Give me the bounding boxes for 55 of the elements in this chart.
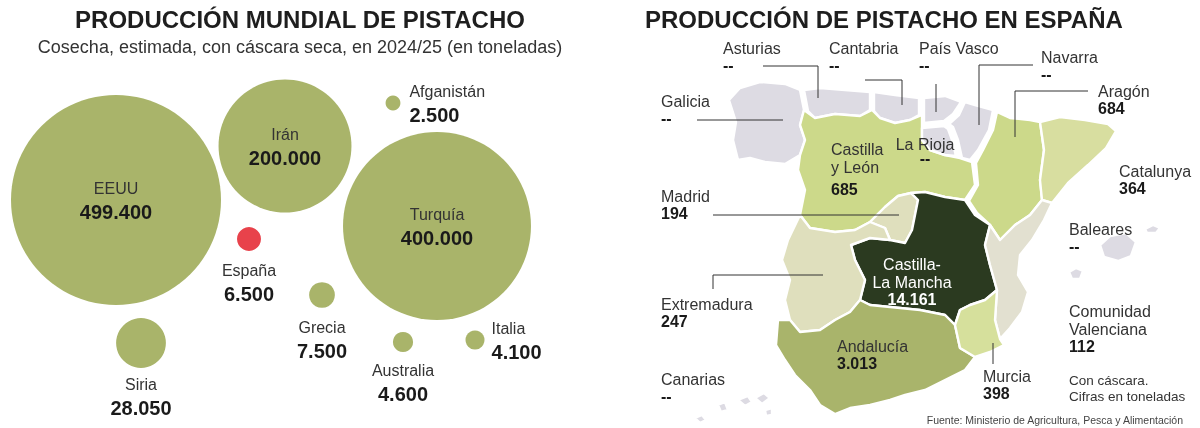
data-label: 398 — [983, 385, 1010, 402]
data-label: 7.500 — [296, 339, 348, 362]
category-label: EEUU — [93, 179, 139, 197]
category-label: Castilla y León — [831, 140, 884, 176]
data-label: 200.000 — [248, 146, 322, 169]
data-label: -- — [829, 57, 840, 74]
category-label: Catalunya — [1119, 162, 1192, 180]
data-label: 685 — [831, 181, 858, 198]
category-label: Extremadura — [661, 295, 753, 313]
data-label: 14.161 — [887, 290, 937, 308]
category-label: Navarra — [1041, 48, 1099, 66]
data-label: -- — [661, 388, 672, 405]
category-label: Castilla-La Mancha — [872, 255, 952, 291]
category-label: Canarias — [661, 370, 726, 388]
data-label: 684 — [1098, 100, 1125, 117]
category-label: Comunidad Valenciana — [1069, 302, 1151, 338]
category-label: Grecia — [298, 318, 346, 336]
data-label: -- — [661, 110, 672, 127]
category-label: Siria — [124, 375, 158, 393]
text: Cosecha, estimada, con cáscara seca, en 2024/25 (en toneladas) — [37, 37, 563, 57]
source-note: Fuente: Ministerio de Agricultura, Pesca y Alimentación — [926, 414, 1184, 427]
data-label: 3.013 — [837, 355, 878, 372]
data-label: 499.400 — [79, 200, 153, 223]
data-label: -- — [723, 57, 734, 74]
category-label: Irán — [271, 125, 299, 143]
category-label: Turquía — [409, 205, 465, 223]
text: Con cáscara. Cifras en toneladas — [1069, 373, 1186, 405]
category-label: Aragón — [1098, 82, 1150, 100]
category-label: País Vasco — [919, 39, 999, 57]
data-label: 4.600 — [377, 383, 429, 406]
data-label: 400.000 — [400, 226, 474, 249]
category-label: Asturias — [723, 39, 781, 57]
category-label: Andalucía — [837, 337, 909, 355]
data-label: 2.500 — [409, 103, 460, 126]
category-label: Italia — [491, 319, 526, 337]
data-label: 247 — [661, 313, 688, 330]
category-label: Galicia — [661, 92, 711, 110]
data-label: -- — [1069, 238, 1080, 255]
category-label: Cantabria — [829, 39, 899, 57]
data-label: -- — [919, 57, 930, 74]
data-label: 112 — [1069, 338, 1095, 355]
category-label: España — [221, 261, 277, 279]
data-label: 6.500 — [223, 282, 275, 305]
category-label: Australia — [371, 362, 435, 380]
data-label: 4.100 — [491, 340, 542, 363]
text: PRODUCCIÓN MUNDIAL DE PISTACHO — [75, 5, 525, 33]
data-label: 364 — [1119, 180, 1146, 197]
category-label: Afganistán — [409, 82, 486, 100]
data-label: -- — [1041, 66, 1052, 83]
category-label: Baleares — [1069, 220, 1133, 238]
text: PRODUCCIÓN DE PISTACHO EN ESPAÑA — [645, 5, 1123, 33]
data-label: 28.050 — [110, 396, 172, 419]
data-label: 194 — [661, 205, 688, 222]
category-label: Madrid — [661, 187, 710, 205]
category-label: Murcia — [983, 367, 1032, 385]
